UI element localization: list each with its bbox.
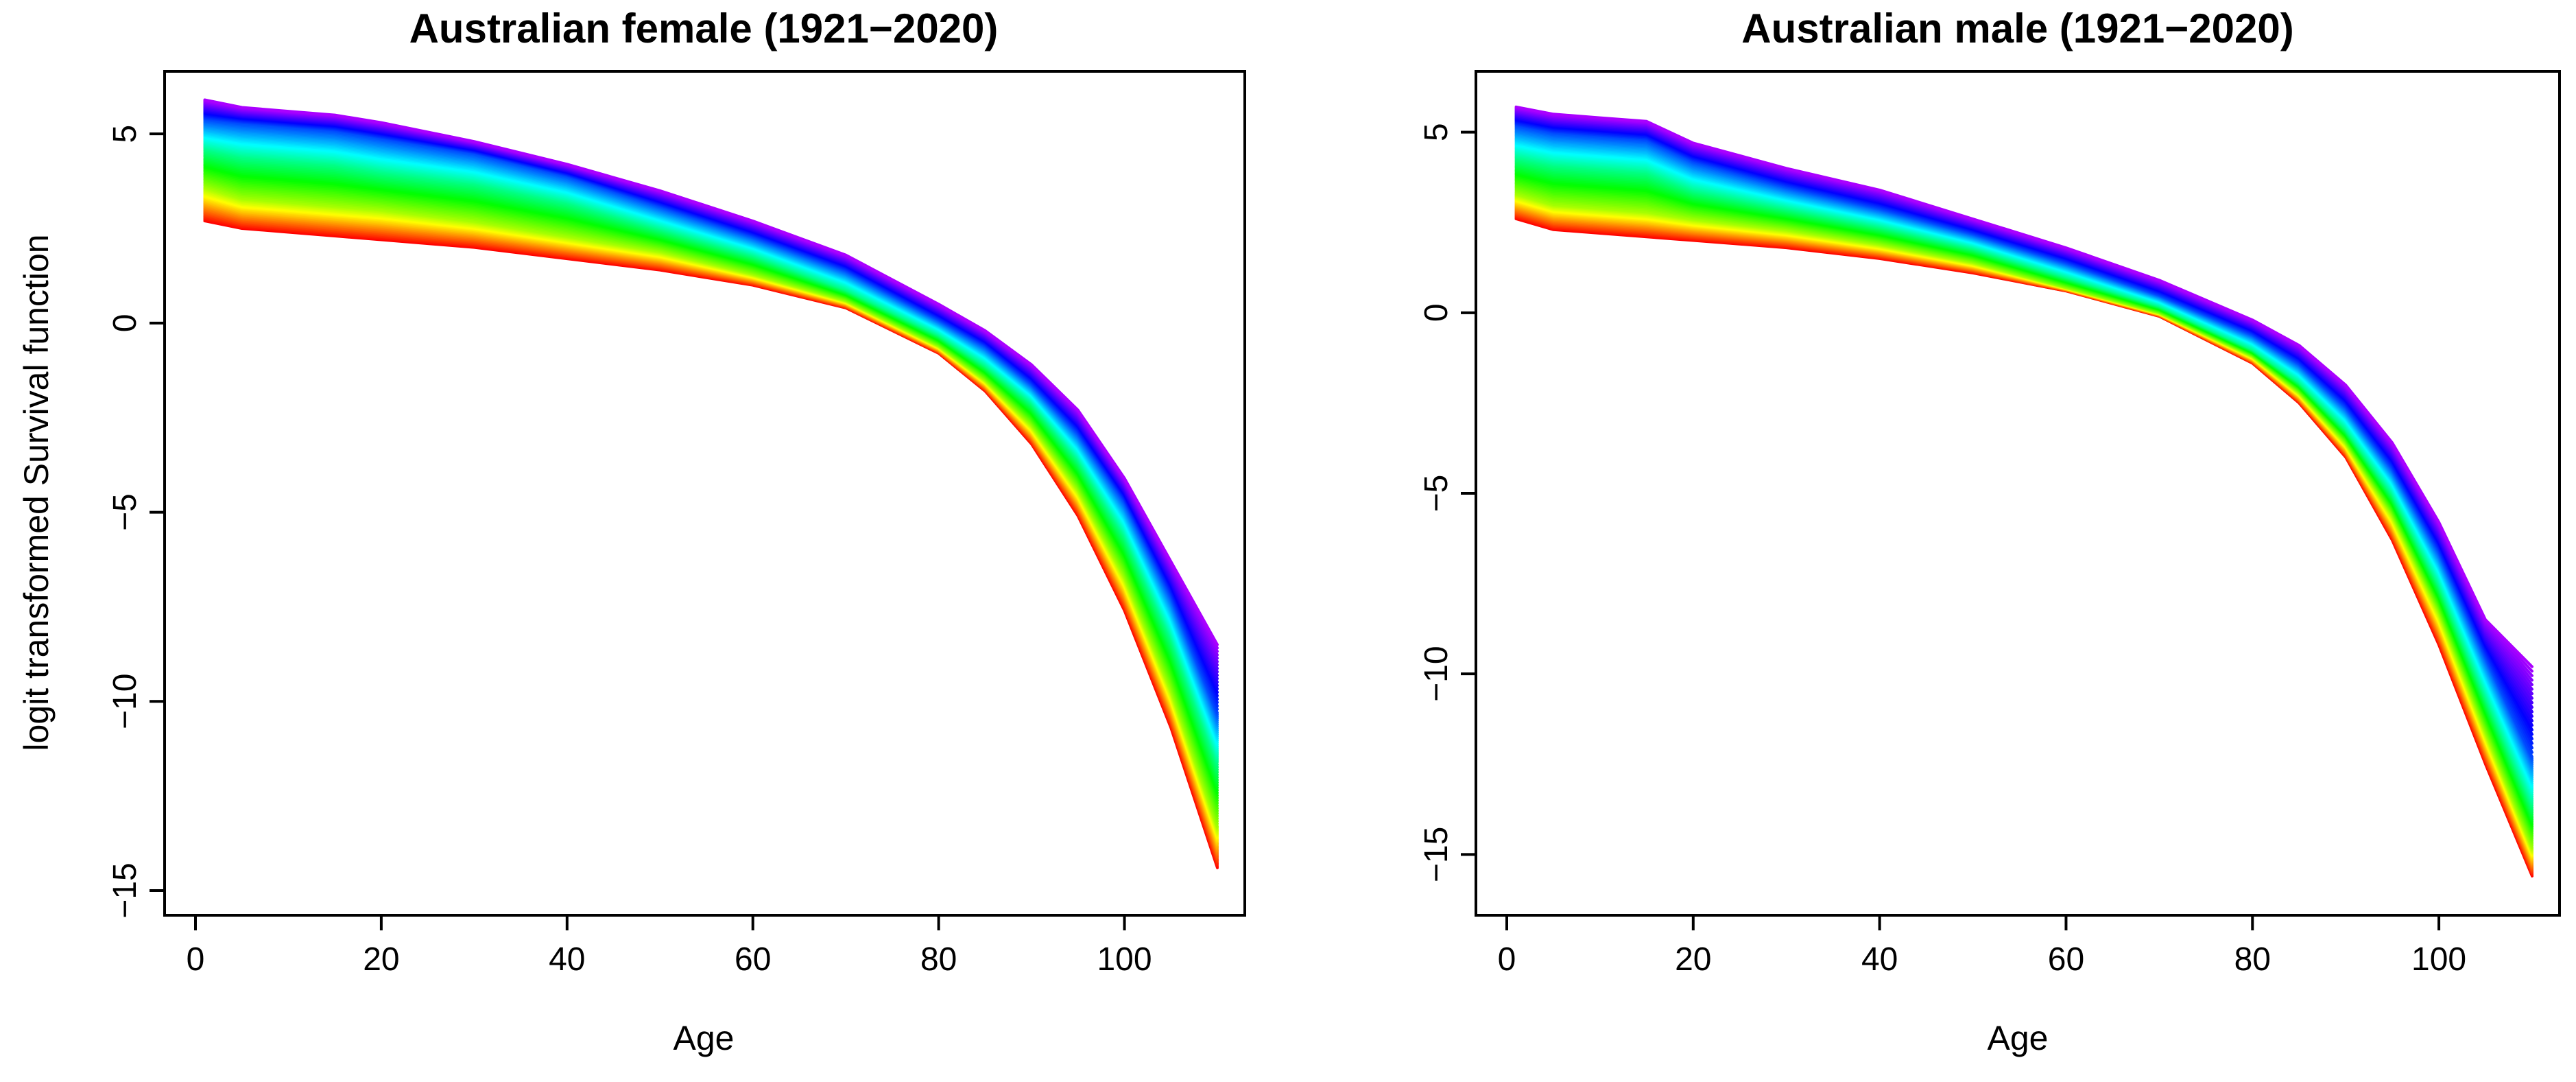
series-line-2020 — [203, 98, 1219, 646]
y-tick-label: −5 — [107, 493, 143, 531]
series-line-1947 — [203, 189, 1219, 832]
series-line-1939 — [203, 198, 1219, 844]
x-tick-label: 0 — [1498, 941, 1516, 978]
x-tick-label: 80 — [920, 941, 957, 978]
x-tick-label: 0 — [187, 941, 205, 978]
series-line-1934 — [203, 204, 1219, 851]
y-tick-label: −15 — [107, 862, 143, 918]
plot-frame — [163, 70, 1246, 917]
series-line-1935 — [1514, 205, 2533, 864]
series-line-1926 — [203, 213, 1219, 862]
series-line-1922 — [1514, 216, 2533, 877]
x-tick-label: 40 — [1861, 941, 1898, 978]
series-line-1927 — [1514, 212, 2533, 872]
series-line-1943 — [203, 193, 1219, 838]
series-line-1942 — [1514, 199, 2533, 857]
y-tick-label: −10 — [1418, 646, 1455, 701]
series-line-1933 — [203, 205, 1219, 852]
series-line-1929 — [1514, 210, 2533, 870]
series-line-1928 — [203, 211, 1219, 860]
series-line-1945 — [1514, 196, 2533, 854]
series-line-1936 — [1514, 204, 2533, 863]
series-line-1924 — [203, 215, 1219, 865]
series-line-1933 — [1514, 207, 2533, 866]
series-line-1950 — [203, 185, 1219, 828]
series-line-1943 — [1514, 198, 2533, 856]
series-line-1932 — [1514, 208, 2533, 867]
series-line-1942 — [203, 195, 1219, 839]
series-line-1940 — [1514, 200, 2533, 859]
series-line-1941 — [1514, 200, 2533, 858]
series-line-1929 — [203, 210, 1219, 858]
plot-frame — [1475, 70, 2561, 917]
series-lines — [1514, 105, 2533, 878]
series-line-1931 — [203, 207, 1219, 855]
x-tick-label: 60 — [735, 941, 771, 978]
series-line-1923 — [1514, 215, 2533, 875]
series-line-1928 — [1514, 211, 2533, 871]
axes: 0 20 40 60 80 100 −15 −10 −5 0 5 — [107, 125, 1152, 978]
series-line-1935 — [203, 203, 1219, 849]
series-line-1925 — [1514, 213, 2533, 874]
y-tick-label: −5 — [1418, 475, 1455, 513]
series-line-1938 — [1514, 202, 2533, 861]
series-line-1930 — [203, 209, 1219, 857]
y-tick-label: 5 — [1418, 123, 1455, 141]
series-line-1941 — [203, 196, 1219, 841]
series-line-1922 — [203, 218, 1219, 868]
series-line-1921 — [203, 220, 1219, 869]
x-tick-label: 80 — [2234, 941, 2271, 978]
chart-male: Australian male (1921−2020) Age 0 20 40 60 8… — [1418, 5, 2561, 1057]
series-line-1921 — [1514, 217, 2533, 878]
series-line-1924 — [1514, 215, 2533, 875]
y-tick-label: 0 — [1418, 303, 1455, 322]
x-tick-label: 40 — [549, 941, 585, 978]
series-line-1946 — [1514, 196, 2533, 853]
series-line-1937 — [203, 200, 1219, 847]
series-line-1927 — [203, 212, 1219, 861]
y-tick-label: −10 — [107, 674, 143, 729]
series-line-1937 — [1514, 203, 2533, 862]
x-axis-label: Age — [673, 1019, 735, 1057]
series-line-1939 — [1514, 202, 2533, 860]
series-line-1951 — [203, 184, 1219, 825]
chart-title: Australian male (1921−2020) — [1741, 5, 2293, 51]
series-line-1932 — [203, 207, 1219, 854]
x-tick-label: 100 — [1097, 941, 1152, 978]
chart-title: Australian female (1921−2020) — [409, 5, 999, 51]
series-line-1944 — [203, 192, 1219, 836]
series-line-1944 — [1514, 197, 2533, 855]
series-line-1948 — [1514, 193, 2533, 851]
series-line-1925 — [203, 215, 1219, 864]
series-line-1931 — [1514, 209, 2533, 868]
series-line-1923 — [203, 217, 1219, 867]
series-lines — [203, 98, 1219, 869]
x-tick-label: 20 — [363, 941, 399, 978]
series-line-1949 — [203, 187, 1219, 830]
series-line-1934 — [1514, 206, 2533, 865]
x-tick-label: 100 — [2411, 941, 2466, 978]
x-tick-label: 60 — [2048, 941, 2084, 978]
axes: 0 20 40 60 80 100 −15 −10 −5 0 5 — [1418, 123, 2466, 978]
y-tick-label: 0 — [107, 314, 143, 333]
series-line-1945 — [203, 191, 1219, 835]
series-line-1948 — [203, 187, 1219, 831]
y-axis-label: logit transformed Survival function — [17, 234, 56, 751]
chart-female: Australian female (1921−2020) Age logit … — [17, 5, 1246, 1057]
series-line-1936 — [203, 202, 1219, 848]
series-line-1946 — [203, 190, 1219, 834]
x-tick-label: 20 — [1675, 941, 1711, 978]
series-line-1949 — [1514, 193, 2533, 850]
x-axis-label: Age — [1988, 1019, 2049, 1057]
series-line-1926 — [1514, 213, 2533, 873]
series-line-2020 — [1514, 105, 2533, 668]
series-line-1947 — [1514, 194, 2533, 852]
y-tick-label: 5 — [107, 125, 143, 143]
series-line-1940 — [203, 197, 1219, 843]
series-line-1930 — [1514, 209, 2533, 869]
series-line-1938 — [203, 199, 1219, 845]
y-tick-label: −15 — [1418, 827, 1455, 882]
